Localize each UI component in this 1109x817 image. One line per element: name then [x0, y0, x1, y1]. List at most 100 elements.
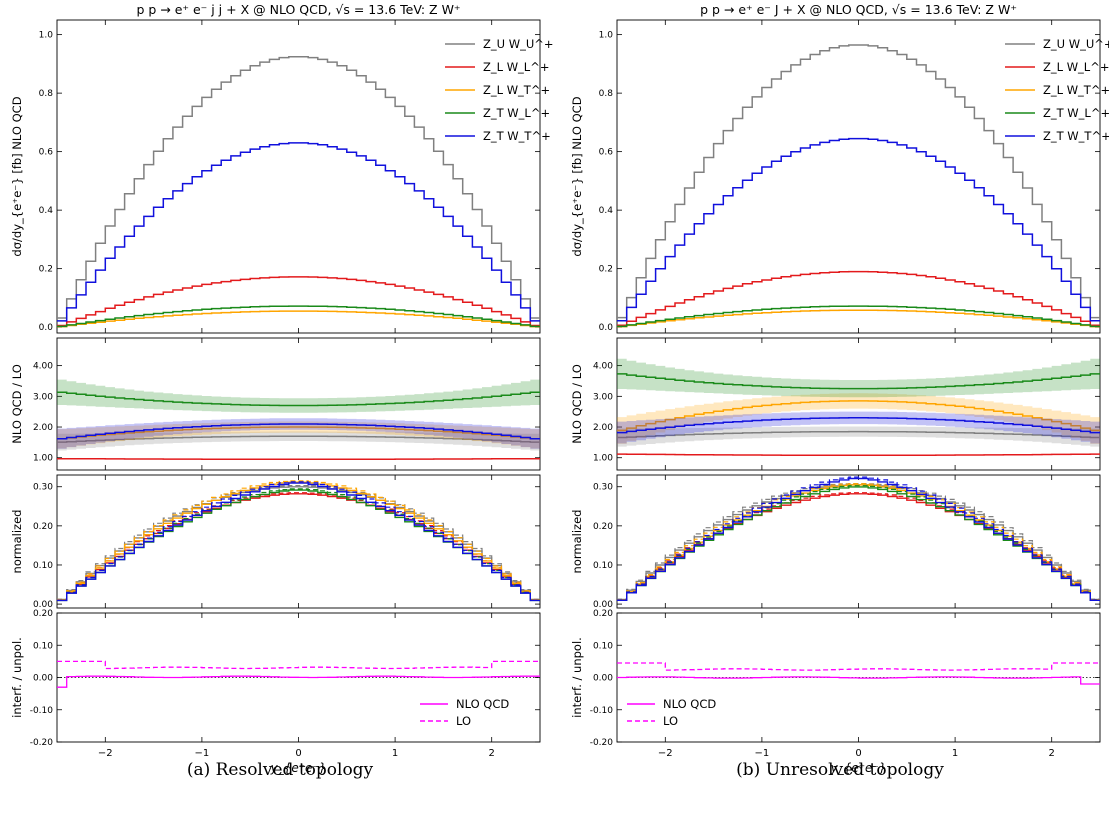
y-tick-label: 0.6 — [599, 148, 614, 158]
x-tick-label: 0 — [295, 748, 301, 759]
subplot-2: 0.00 0.10 0.20 0.30 normalized — [10, 474, 541, 610]
y-tick-label: -0.20 — [590, 738, 614, 748]
series-line — [57, 391, 540, 407]
series-band — [57, 431, 540, 451]
x-tick-label: −1 — [755, 748, 770, 759]
y-tick-label: 0.2 — [39, 265, 53, 275]
subplot-3: -0.20 -0.10 0.00 0.10 0.20 −2 −1 0 1 2 interf. / u… — [10, 609, 541, 775]
series-line — [57, 276, 540, 327]
y-axis-label: normalized — [570, 510, 584, 574]
series-line — [617, 486, 1100, 601]
series-line — [57, 482, 540, 602]
y-tick-label: 0.30 — [593, 483, 613, 493]
y-tick-label: 0.00 — [593, 600, 613, 610]
series-line-lo — [57, 492, 540, 601]
y-tick-label: 0.10 — [33, 561, 53, 571]
series-line — [617, 44, 1100, 319]
series-line — [57, 423, 540, 440]
series-line — [617, 453, 1100, 457]
y-tick-label: -0.20 — [30, 738, 54, 748]
x-axis-label: y_{e⁺e⁻} — [830, 761, 887, 775]
y-tick-label: 0.4 — [599, 206, 614, 216]
panel-title: p p → e⁺ e⁻ J + X @ NLO QCD, √s = 13.6 T… — [700, 2, 1017, 17]
series-line — [617, 373, 1100, 390]
series-line-lo — [57, 488, 540, 601]
y-axis-label: interf. / unpol. — [10, 637, 24, 718]
x-tick-label: −1 — [195, 748, 210, 759]
legend-label: NLO QCD — [663, 697, 716, 711]
panel-a: p p → e⁺ e⁻ j j + X @ NLO QCD, √s = 13.6… — [10, 2, 554, 775]
series-band — [617, 426, 1100, 447]
legend-label: Z_T W_T^+ — [483, 129, 551, 143]
x-tick-label: 2 — [489, 748, 495, 759]
y-tick-label: -0.10 — [590, 706, 614, 716]
panel-b: p p → e⁺ e⁻ J + X @ NLO QCD, √s = 13.6 T… — [570, 2, 1109, 775]
axes-frame — [616, 474, 1101, 609]
x-tick-label: 2 — [1049, 748, 1055, 759]
legend-label: Z_T W_L^+ — [483, 106, 550, 120]
series-line — [57, 310, 540, 328]
y-tick-label: 0.00 — [33, 674, 53, 684]
series-line — [57, 489, 540, 602]
y-tick-label: 0.0 — [599, 323, 614, 333]
y-axis-label: dσ/dy_{e⁺e⁻} [fb] NLO QCD — [570, 96, 584, 256]
legend-label: Z_T W_L^+ — [1043, 106, 1109, 120]
legend-label: Z_U W_U^+ — [483, 37, 554, 51]
legend-label: Z_L W_T^+ — [483, 83, 550, 97]
series-line — [617, 676, 1100, 685]
y-tick-label: 1.00 — [593, 454, 613, 464]
y-tick-label: 1.0 — [599, 31, 614, 41]
series-line — [57, 457, 540, 461]
series-line-lo — [57, 481, 540, 601]
y-axis-label: NLO QCD / LO — [10, 364, 24, 443]
y-tick-label: 4.00 — [593, 362, 613, 372]
series-band — [617, 358, 1100, 398]
y-tick-label: 0.20 — [593, 609, 613, 619]
subplot-0: 0.0 0.2 0.4 0.6 0.8 1.0 dσ/dy_{e⁺e⁻} [fb] NLO … — [570, 19, 1109, 334]
series-line — [617, 430, 1100, 439]
x-tick-label: −2 — [658, 748, 673, 759]
x-tick-label: 1 — [952, 748, 958, 759]
series-line — [617, 477, 1100, 601]
legend-label: Z_U W_U^+ — [1043, 37, 1109, 51]
series-line — [57, 481, 540, 601]
x-axis-label: y_{e⁺e⁻} — [270, 761, 327, 775]
y-tick-label: 0.8 — [39, 89, 54, 99]
y-tick-label: 0.20 — [33, 609, 53, 619]
series-line — [57, 426, 540, 440]
y-tick-label: 0.8 — [599, 89, 614, 99]
y-tick-label: 0.20 — [33, 522, 53, 532]
series-line — [57, 142, 540, 322]
y-tick-label: 0.10 — [593, 641, 613, 651]
y-tick-label: 4.00 — [33, 362, 53, 372]
series-line — [617, 137, 1100, 322]
y-tick-label: 0.10 — [33, 641, 53, 651]
x-tick-label: −2 — [98, 748, 113, 759]
series-line — [57, 55, 540, 319]
series-line-lo — [617, 476, 1100, 601]
series-line — [617, 270, 1100, 327]
series-line — [57, 435, 540, 443]
legend-label: Z_L W_L^+ — [483, 60, 550, 74]
y-tick-label: 2.00 — [593, 423, 613, 433]
y-axis-label: dσ/dy_{e⁺e⁻} [fb] NLO QCD — [10, 96, 24, 256]
series-line-lo — [57, 480, 540, 601]
series-band — [57, 379, 540, 413]
y-tick-label: 0.6 — [39, 148, 54, 158]
y-axis-label: normalized — [10, 510, 24, 574]
series-line — [617, 305, 1100, 328]
subplot-3: -0.20 -0.10 0.00 0.10 0.20 −2 −1 0 1 2 interf. / u… — [570, 609, 1101, 775]
series-line-lo — [617, 485, 1100, 601]
legend-label: LO — [456, 714, 471, 728]
series-line — [57, 675, 540, 688]
series-line — [57, 305, 540, 328]
y-tick-label: 0.00 — [33, 600, 53, 610]
y-tick-label: 0.2 — [599, 265, 613, 275]
y-tick-label: 1.00 — [33, 454, 53, 464]
y-tick-label: 2.00 — [33, 423, 53, 433]
series-band — [57, 418, 540, 449]
y-tick-label: 3.00 — [33, 392, 53, 402]
caption-b: (b) Unresolved topology — [736, 760, 944, 780]
series-line-lo — [617, 483, 1100, 600]
